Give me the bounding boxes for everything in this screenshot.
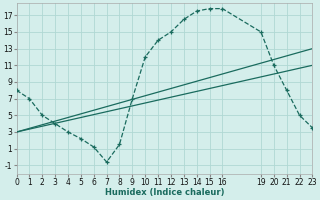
X-axis label: Humidex (Indice chaleur): Humidex (Indice chaleur) [105, 188, 224, 197]
